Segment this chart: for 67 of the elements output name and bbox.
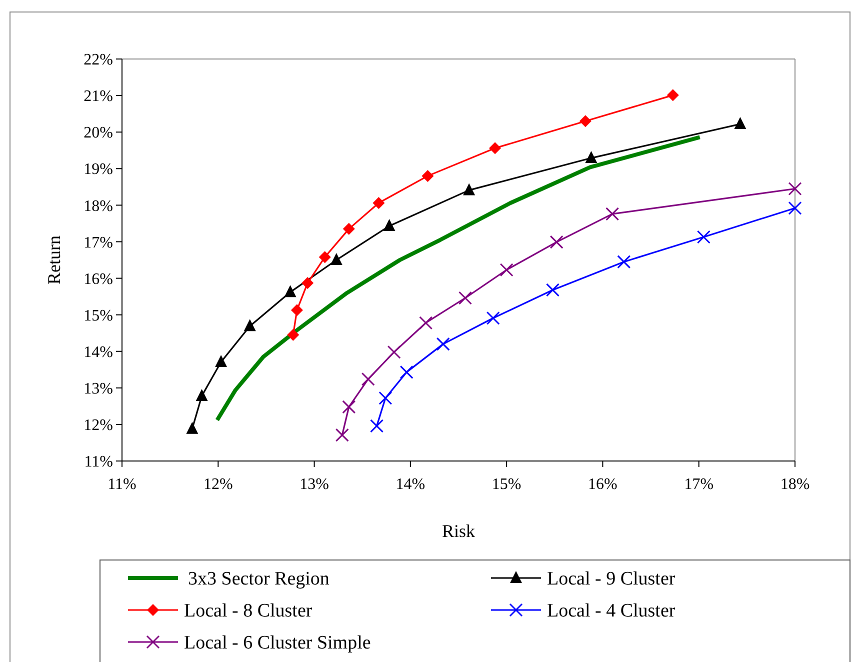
point xyxy=(383,219,396,232)
point xyxy=(330,253,342,265)
point xyxy=(579,115,592,128)
y-tick-label: 22% xyxy=(84,52,113,69)
point xyxy=(186,422,198,434)
point xyxy=(788,201,802,215)
point xyxy=(419,316,433,330)
y-tick-label: 17% xyxy=(84,234,113,252)
point xyxy=(318,251,331,264)
point xyxy=(617,255,631,269)
x-tick-label: 15% xyxy=(492,476,522,493)
y-tick-label: 19% xyxy=(84,161,113,178)
point xyxy=(666,89,679,102)
legend-label: Local - 8 Cluster xyxy=(184,600,313,622)
x-tick-label: 11% xyxy=(108,476,136,493)
y-tick-label: 15% xyxy=(84,307,113,324)
point xyxy=(486,311,500,325)
legend-label: Local - 6 Cluster Simple xyxy=(184,632,371,654)
point xyxy=(400,365,414,379)
point xyxy=(335,428,349,442)
point xyxy=(458,291,472,305)
point xyxy=(287,328,300,341)
point xyxy=(378,391,392,405)
point xyxy=(290,304,303,316)
point xyxy=(606,207,620,221)
x-axis-title: Risk xyxy=(442,521,476,541)
point xyxy=(342,400,356,414)
y-tick-label: 11% xyxy=(84,454,113,471)
x-tick-label: 17% xyxy=(684,476,714,493)
line-series xyxy=(215,135,702,422)
x-tick-label: 12% xyxy=(203,476,233,493)
point xyxy=(284,285,296,298)
legend-label: Local - 9 Cluster xyxy=(547,568,676,590)
point xyxy=(734,117,746,130)
x-tick-label: 16% xyxy=(588,476,618,493)
y-tick-label: 21% xyxy=(84,88,113,106)
point xyxy=(372,196,385,209)
y-tick-label: 12% xyxy=(84,417,113,434)
point xyxy=(696,230,710,244)
legend-label: Local - 4 Cluster xyxy=(547,600,676,622)
point xyxy=(788,182,802,196)
point xyxy=(500,263,514,277)
point xyxy=(342,222,355,235)
point xyxy=(361,372,375,386)
point xyxy=(550,235,564,249)
point xyxy=(370,419,384,433)
y-tick-label: 14% xyxy=(84,344,113,361)
y-axis-title: Return xyxy=(44,236,64,284)
y-tick-label: 18% xyxy=(84,198,113,215)
point xyxy=(422,170,434,182)
point xyxy=(489,142,502,154)
x-tick-label: 18% xyxy=(780,476,810,493)
point xyxy=(585,151,598,164)
y-tick-label: 20% xyxy=(84,124,113,142)
point xyxy=(196,388,208,401)
point xyxy=(463,183,476,196)
x-tick-label: 13% xyxy=(300,476,329,493)
point xyxy=(436,337,450,351)
x-tick-label: 14% xyxy=(396,476,426,493)
y-tick-label: 16% xyxy=(84,270,113,288)
point xyxy=(215,354,228,367)
legend-label: 3x3 Sector Region xyxy=(188,568,330,590)
point xyxy=(546,283,560,297)
y-tick-label: 13% xyxy=(84,380,113,398)
point xyxy=(302,277,314,290)
point xyxy=(244,319,256,332)
point xyxy=(387,345,401,359)
